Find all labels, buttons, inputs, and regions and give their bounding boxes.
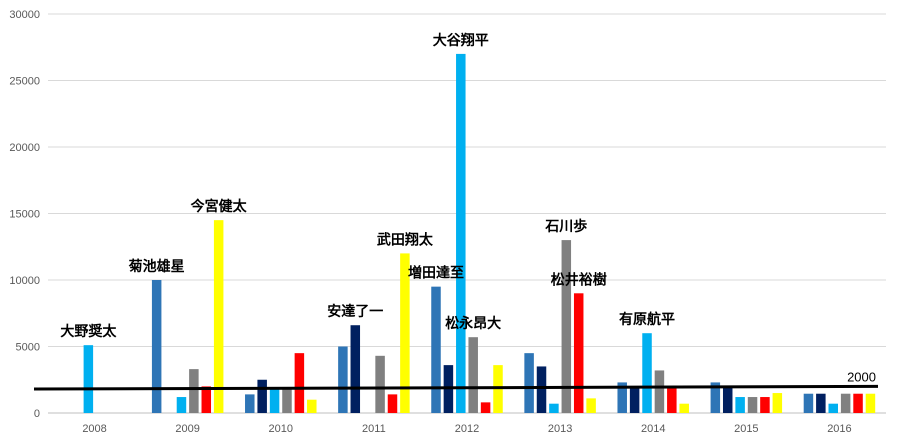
y-tick-label: 5000 (16, 342, 40, 354)
annotation-label: 石川歩 (544, 218, 587, 235)
y-tick-label: 30000 (9, 9, 40, 21)
annotation-label: 武田翔太 (377, 231, 434, 248)
bar-2013-s1 (524, 353, 534, 413)
bar-2012-s4 (468, 337, 478, 413)
bar-2014-s4 (654, 370, 665, 413)
y-tick-label: 15000 (9, 209, 40, 221)
bar-2016-s1 (803, 393, 814, 413)
x-tick-label: 2016 (827, 423, 851, 435)
bar-2013-s5 (573, 293, 584, 413)
annotation-label: 松井裕樹 (551, 271, 607, 288)
annotation-label: 菊池雄星 (129, 258, 185, 275)
annotation-label: 有原航平 (619, 311, 675, 328)
x-tick-label: 2013 (548, 423, 572, 435)
bar-2015-s2 (722, 386, 733, 413)
bar-2009-s6 (213, 220, 224, 413)
x-tick-label: 2012 (455, 423, 479, 435)
bar-2014-s2 (629, 386, 640, 413)
bar-2009-s1 (151, 280, 162, 413)
x-tick-label: 2015 (734, 423, 758, 435)
bar-2016-s3 (828, 403, 838, 413)
bar-2010-s2 (257, 379, 267, 413)
annotation-label: 大野奨太 (60, 323, 117, 340)
bar-2009-s5 (201, 386, 212, 413)
bar-2009-s3 (176, 397, 187, 413)
bar-2009-s4 (189, 369, 199, 413)
y-tick-label: 25000 (9, 76, 40, 88)
y-tick-label: 20000 (9, 142, 40, 154)
bar-2010-s3 (269, 389, 280, 413)
annotation-label: 松永昂大 (445, 315, 501, 332)
bar-2010-s5 (294, 353, 305, 413)
bar-2016-s6 (865, 393, 876, 413)
bar-2011-s1 (338, 346, 348, 413)
bar-2010-s4 (282, 389, 292, 413)
annotation-label: 安達了一 (327, 303, 383, 320)
bar-2015-s4 (747, 397, 758, 413)
bar-2014-s5 (667, 386, 677, 413)
reference-line (33, 384, 879, 391)
bar-2010-s6 (307, 399, 317, 413)
annotation-label: 増田達至 (408, 265, 464, 282)
x-axis-tick-labels: 2008 2009 2010 2011 2012 2013 2014 2015 2016 (82, 423, 851, 435)
x-tick-label: 2009 (175, 423, 199, 435)
y-axis-tick-labels: 0 5000 10000 15000 20000 25000 30000 (9, 9, 40, 420)
bar-2016-s4 (840, 393, 851, 413)
annotation-label: 大谷翔平 (433, 32, 489, 49)
bar-2011-s6 (400, 253, 410, 413)
bar-2016-s2 (816, 393, 826, 413)
bar-2016-s5 (853, 393, 863, 413)
bar-2012-s5 (480, 402, 491, 413)
x-tick-label: 2010 (269, 423, 293, 435)
bar-2011-s4 (375, 355, 385, 413)
x-tick-label: 2014 (641, 423, 665, 435)
bar-2013-s6 (586, 398, 596, 413)
bar-2012-s1 (431, 286, 441, 413)
bar-2015-s6 (772, 393, 783, 413)
bar-2011-s2 (350, 325, 361, 413)
reference-line-group: 2000 (33, 369, 879, 391)
bar-2011-s5 (387, 394, 398, 413)
bar-2014-s3 (642, 333, 652, 413)
bar-2012-s3 (456, 53, 466, 414)
bar-marks (83, 53, 876, 414)
x-tick-label: 2011 (362, 423, 386, 435)
bar-2008-s3 (83, 345, 94, 413)
x-tick-label: 2008 (82, 423, 106, 435)
bar-2013-s3 (549, 403, 559, 413)
bar-2010-s1 (245, 394, 255, 413)
bar-2015-s1 (710, 382, 721, 413)
bar-2013-s2 (536, 366, 547, 413)
bar-2013-s4 (561, 240, 572, 413)
bar-2015-s3 (735, 397, 745, 413)
reference-line-label: 2000 (847, 369, 876, 384)
gridlines (48, 13, 886, 414)
bar-2014-s1 (617, 382, 627, 413)
annotation-label: 今宮健太 (190, 198, 248, 215)
bar-2015-s5 (760, 397, 770, 413)
bar-2014-s6 (679, 403, 689, 413)
y-tick-label: 10000 (9, 275, 40, 287)
y-tick-label: 0 (34, 408, 40, 420)
